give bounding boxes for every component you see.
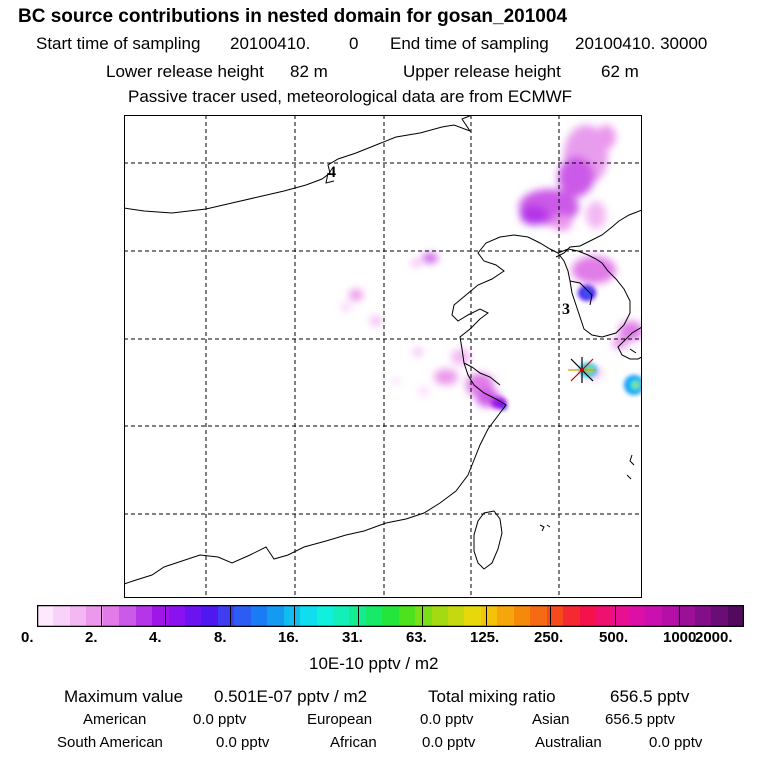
end-time-label: End time of sampling: [390, 34, 549, 53]
colorbar-segment: [366, 605, 382, 627]
colorbar-segment: [218, 605, 234, 627]
colorbar-segment: [70, 605, 86, 627]
region-value: 0.0 pptv: [216, 734, 270, 751]
colorbar-segment: [53, 605, 70, 627]
start-time-hour: 0: [349, 34, 359, 53]
colorbar-segment: [234, 605, 251, 627]
colorbar-tick-label: 500.: [599, 629, 629, 646]
upper-height-label: Upper release height: [403, 62, 561, 81]
colorbar-tick-label: 250.: [534, 629, 564, 646]
colorbar-tick-label: 4.: [149, 629, 162, 646]
start-time-value: 20100410.: [230, 34, 311, 53]
colorbar-segment: [728, 605, 744, 627]
total-mixing-label: Total mixing ratio: [428, 687, 556, 706]
colorbar-tick-label: 2.: [85, 629, 98, 646]
star-marker: [568, 357, 596, 383]
colorbar-segment: [645, 605, 662, 627]
colorbar-segment: [678, 605, 695, 627]
colorbar-segment: [530, 605, 547, 627]
colorbar-segment: [514, 605, 530, 627]
colorbar-segment: [547, 605, 563, 627]
colorbar-segment: [662, 605, 678, 627]
plot-title: BC source contributions in nested domain…: [18, 6, 568, 27]
region-name: South American: [57, 734, 163, 751]
colorbar-segment: [563, 605, 580, 627]
colorbar-segment: [284, 605, 300, 627]
region-value: 656.5 pptv: [605, 711, 676, 728]
colorbar-segment: [711, 605, 728, 627]
total-mixing-value: 656.5 pptv: [610, 687, 690, 706]
tracer-note: Passive tracer used, meteorological data…: [128, 87, 573, 106]
region-value: 0.0 pptv: [422, 734, 476, 751]
region-value: 0.0 pptv: [193, 711, 247, 728]
colorbar-segment: [119, 605, 136, 627]
max-value-label: Maximum value: [64, 687, 184, 706]
colorbar-segment: [448, 605, 464, 627]
colorbar-tick-label: 125.: [470, 629, 500, 646]
colorbar-segment: [580, 605, 596, 627]
end-time-value: 20100410. 30000: [575, 34, 708, 53]
colorbar-tick-label: 8.: [214, 629, 227, 646]
region-name: European: [307, 711, 373, 728]
colorbar: [37, 605, 744, 627]
colorbar-segment: [612, 605, 629, 627]
colorbar-tick-label: 63.: [406, 629, 427, 646]
colorbar-segment: [399, 605, 415, 627]
colorbar-segment: [152, 605, 169, 627]
map-label-4: 4: [328, 164, 336, 181]
concentration-plume: [341, 125, 642, 407]
lower-height-value: 82 m: [290, 62, 328, 81]
lat-lon-grid: [124, 115, 642, 598]
map-frame: [124, 115, 642, 598]
colorbar-segment: [596, 605, 612, 627]
colorbar-segment: [136, 605, 152, 627]
source-contribution-map: 4 3: [124, 115, 642, 598]
colorbar-segment: [349, 605, 366, 627]
region-value: 0.0 pptv: [420, 711, 474, 728]
colorbar-segment: [37, 605, 53, 627]
colorbar-segment: [86, 605, 103, 627]
colorbar-segment: [185, 605, 201, 627]
colorbar-tick-label: 31.: [342, 629, 363, 646]
region-name: Asian: [532, 711, 570, 728]
max-value: 0.501E-07 pptv / m2: [214, 687, 368, 706]
coastlines: [124, 115, 642, 585]
colorbar-segment: [415, 605, 432, 627]
region-value: 0.0 pptv: [649, 734, 703, 751]
colorbar-segment: [497, 605, 514, 627]
colorbar-segment: [251, 605, 267, 627]
colorbar-tick-label: 0.: [21, 629, 34, 646]
colorbar-segment: [481, 605, 497, 627]
colorbar-tick-label: 1000.: [663, 629, 701, 646]
region-name: Australian: [535, 734, 602, 751]
colorbar-units: 10E-10 pptv / m2: [309, 654, 439, 673]
colorbar-segment: [201, 605, 218, 627]
colorbar-segment: [267, 605, 284, 627]
colorbar-segment: [317, 605, 333, 627]
colorbar-segment: [169, 605, 185, 627]
lower-height-label: Lower release height: [106, 62, 264, 81]
colorbar-segment: [432, 605, 448, 627]
colorbar-tick-label: 16.: [278, 629, 299, 646]
colorbar-segment: [300, 605, 317, 627]
colorbar-tick-label: 2000.: [695, 629, 733, 646]
colorbar-segment: [695, 605, 711, 627]
colorbar-segment: [103, 605, 119, 627]
colorbar-segment: [629, 605, 645, 627]
upper-height-value: 62 m: [601, 62, 639, 81]
colorbar-segment: [333, 605, 349, 627]
start-time-label: Start time of sampling: [36, 34, 201, 53]
region-name: American: [83, 711, 147, 728]
colorbar-frame: [37, 605, 744, 627]
region-name: African: [330, 734, 377, 751]
colorbar-segment: [464, 605, 481, 627]
colorbar-segment: [382, 605, 399, 627]
map-label-3: 3: [562, 301, 570, 318]
